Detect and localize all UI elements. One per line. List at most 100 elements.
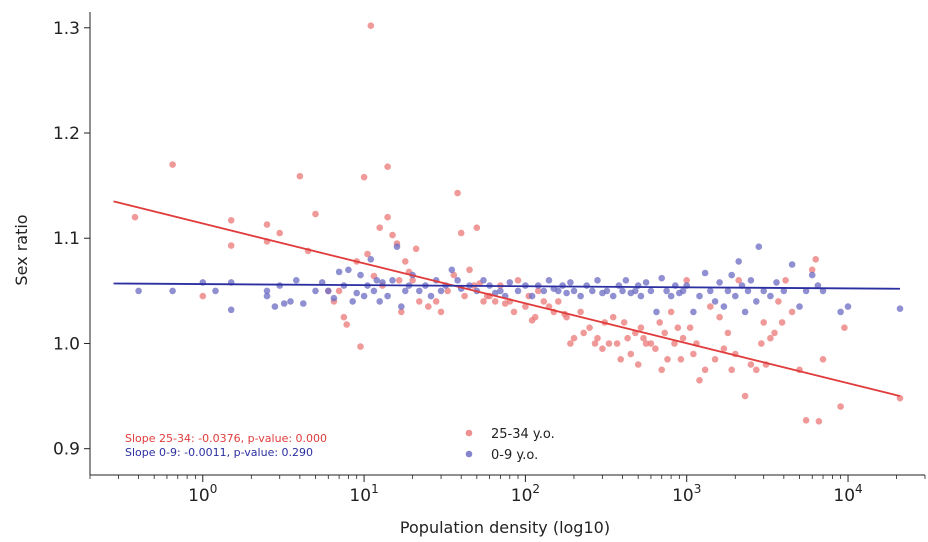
point-0-9 xyxy=(335,268,343,276)
point-25-34 xyxy=(711,356,719,363)
point-25-34 xyxy=(753,366,760,374)
point-25-34 xyxy=(642,340,650,347)
point-0-9 xyxy=(802,287,810,295)
point-25-34 xyxy=(671,340,678,347)
point-0-9 xyxy=(780,287,788,295)
annotation-layer: Slope 25-34: -0.0376, p-value: 0.000Slop… xyxy=(125,432,327,459)
point-25-34 xyxy=(802,417,810,424)
point-25-34 xyxy=(677,356,685,363)
point-0-9 xyxy=(589,287,596,295)
fit-line-0-9 xyxy=(113,282,901,290)
point-0-9 xyxy=(376,298,384,305)
x-tick-label: 102 xyxy=(511,482,540,506)
point-0-9 xyxy=(540,287,548,295)
point-0-9 xyxy=(690,308,697,316)
point-25-34 xyxy=(389,231,396,239)
point-0-9 xyxy=(716,279,723,286)
point-25-34 xyxy=(620,319,628,326)
legend-marker xyxy=(465,450,473,458)
point-0-9 xyxy=(280,300,288,307)
point-25-34 xyxy=(454,189,461,197)
point-25-34 xyxy=(296,172,304,180)
point-25-34 xyxy=(617,356,624,363)
point-25-34 xyxy=(627,350,635,358)
x-tick-label: 104 xyxy=(833,482,862,506)
point-0-9 xyxy=(169,287,176,295)
y-tick-label: 0.9 xyxy=(53,440,80,460)
x-tick-label: 103 xyxy=(672,482,701,506)
point-0-9 xyxy=(788,261,796,268)
point-0-9 xyxy=(570,287,578,295)
point-25-34 xyxy=(658,366,665,374)
point-25-34 xyxy=(788,308,796,316)
point-0-9 xyxy=(563,289,570,297)
point-25-34 xyxy=(808,266,816,274)
point-25-34 xyxy=(586,324,593,332)
point-0-9 xyxy=(437,287,445,295)
point-25-34 xyxy=(335,287,343,295)
point-0-9 xyxy=(744,287,752,295)
point-25-34 xyxy=(716,313,723,321)
point-0-9 xyxy=(373,277,381,284)
point-25-34 xyxy=(169,161,176,168)
point-25-34 xyxy=(696,377,703,384)
axes-layer: 0.9 1.0 1.1 1.2 1.3 100 101 102 103 104 xyxy=(53,12,926,506)
point-25-34 xyxy=(376,224,384,231)
point-25-34 xyxy=(367,22,375,30)
y-tick-label: 1.3 xyxy=(53,19,80,39)
point-25-34 xyxy=(599,345,606,353)
point-25-34 xyxy=(450,271,458,279)
point-25-34 xyxy=(444,287,452,295)
point-0-9 xyxy=(416,287,423,295)
point-25-34 xyxy=(724,329,732,337)
point-0-9 xyxy=(773,279,780,286)
point-0-9 xyxy=(427,292,435,300)
point-25-34 xyxy=(664,356,671,363)
point-0-9 xyxy=(594,277,601,284)
point-25-34 xyxy=(395,277,403,284)
y-tick-label: 1.2 xyxy=(53,124,80,144)
point-25-34 xyxy=(594,334,601,342)
fit-line-25-34 xyxy=(113,200,901,397)
point-25-34 xyxy=(432,298,440,305)
point-0-9 xyxy=(448,266,456,274)
point-25-34 xyxy=(609,313,617,321)
point-25-34 xyxy=(514,277,522,284)
point-25-34 xyxy=(683,277,690,284)
point-25-34 xyxy=(510,308,518,316)
point-0-9 xyxy=(398,303,405,310)
point-25-34 xyxy=(720,345,728,353)
point-0-9 xyxy=(545,277,553,284)
point-0-9 xyxy=(528,292,536,300)
point-25-34 xyxy=(741,392,749,400)
point-25-34 xyxy=(360,173,368,181)
x-tick-label: 100 xyxy=(188,482,217,506)
point-0-9 xyxy=(514,287,522,295)
y-axis-label: Sex ratio xyxy=(12,214,31,285)
point-0-9 xyxy=(760,287,767,295)
point-0-9 xyxy=(808,271,816,279)
point-0-9 xyxy=(379,279,386,286)
point-25-34 xyxy=(570,334,578,342)
point-25-34 xyxy=(640,334,647,342)
point-25-34 xyxy=(775,298,782,305)
point-25-34 xyxy=(491,298,499,305)
point-0-9 xyxy=(135,287,142,295)
point-25-34 xyxy=(760,319,767,326)
point-25-34 xyxy=(707,303,714,310)
point-0-9 xyxy=(276,282,284,289)
point-25-34 xyxy=(782,277,789,284)
point-25-34 xyxy=(312,210,319,218)
point-25-34 xyxy=(591,340,599,347)
point-0-9 xyxy=(212,287,219,295)
point-25-34 xyxy=(701,366,709,374)
point-25-34 xyxy=(276,229,284,237)
point-25-34 xyxy=(384,213,391,221)
point-25-34 xyxy=(652,345,659,353)
point-0-9 xyxy=(293,277,300,284)
point-0-9 xyxy=(312,287,319,295)
point-0-9 xyxy=(814,282,822,289)
point-0-9 xyxy=(393,243,401,250)
